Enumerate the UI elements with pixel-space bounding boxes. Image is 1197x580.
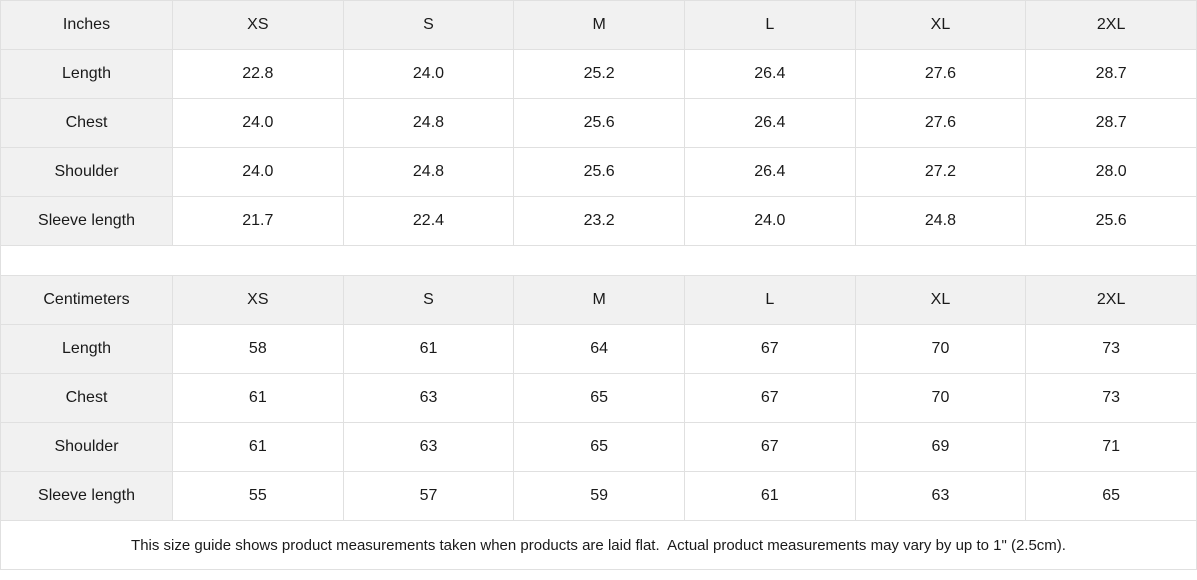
measurement-value: 63 xyxy=(342,422,515,472)
size-column-header: XS xyxy=(172,275,344,325)
header-row: Centimeters XS S M L XL 2XL xyxy=(0,275,1197,325)
measurement-value: 21.7 xyxy=(172,196,344,246)
measurement-value: 26.4 xyxy=(683,147,856,197)
measurement-value: 61 xyxy=(342,324,515,374)
measurement-row: Sleeve length 21.7 22.4 23.2 24.0 24.8 25.6 xyxy=(0,196,1197,246)
measurement-label: Length xyxy=(0,324,173,374)
measurement-value: 64 xyxy=(513,324,685,374)
measurement-label: Chest xyxy=(0,373,173,423)
size-column-header: XL xyxy=(854,0,1027,50)
size-column-header: S xyxy=(342,275,515,325)
measurement-value: 65 xyxy=(513,373,685,423)
measurement-value: 27.6 xyxy=(854,49,1027,99)
size-column-header: L xyxy=(683,0,856,50)
measurement-value: 55 xyxy=(172,471,344,521)
measurement-row: Chest 24.0 24.8 25.6 26.4 27.6 28.7 xyxy=(0,98,1197,148)
measurement-value: 25.6 xyxy=(1025,196,1197,246)
measurement-value: 65 xyxy=(513,422,685,472)
measurement-value: 73 xyxy=(1025,324,1197,374)
measurement-value: 61 xyxy=(172,422,344,472)
unit-label-header: Inches xyxy=(0,0,173,50)
measurement-value: 25.2 xyxy=(513,49,685,99)
measurement-value: 27.6 xyxy=(854,98,1027,148)
measurement-value: 69 xyxy=(854,422,1027,472)
measurement-row: Shoulder 61 63 65 67 69 71 xyxy=(0,422,1197,472)
size-column-header: L xyxy=(683,275,856,325)
measurement-label: Length xyxy=(0,49,173,99)
measurement-row: Shoulder 24.0 24.8 25.6 26.4 27.2 28.0 xyxy=(0,147,1197,197)
measurement-value: 26.4 xyxy=(683,98,856,148)
measurement-value: 63 xyxy=(854,471,1027,521)
inches-size-table: Inches XS S M L XL 2XL Length 22.8 24.0 25.2 26.4 27… xyxy=(0,0,1197,246)
measurement-label: Shoulder xyxy=(0,422,173,472)
measurement-value: 61 xyxy=(172,373,344,423)
size-column-header: M xyxy=(513,275,685,325)
measurement-value: 63 xyxy=(342,373,515,423)
measurement-value: 24.8 xyxy=(854,196,1027,246)
size-guide-disclaimer: This size guide shows product measuremen… xyxy=(0,521,1197,570)
size-column-header: S xyxy=(342,0,515,50)
measurement-row: Chest 61 63 65 67 70 73 xyxy=(0,373,1197,423)
measurement-value: 65 xyxy=(1025,471,1197,521)
measurement-value: 24.0 xyxy=(683,196,856,246)
measurement-label: Chest xyxy=(0,98,173,148)
measurement-value: 24.0 xyxy=(172,98,344,148)
measurement-value: 67 xyxy=(683,324,856,374)
measurement-value: 26.4 xyxy=(683,49,856,99)
measurement-row: Length 22.8 24.0 25.2 26.4 27.6 28.7 xyxy=(0,49,1197,99)
measurement-value: 24.0 xyxy=(342,49,515,99)
measurement-value: 58 xyxy=(172,324,344,374)
measurement-value: 71 xyxy=(1025,422,1197,472)
header-row: Inches XS S M L XL 2XL xyxy=(0,0,1197,50)
measurement-value: 24.0 xyxy=(172,147,344,197)
centimeters-size-table: Centimeters XS S M L XL 2XL Length 58 61 64 67 70 73 C… xyxy=(0,275,1197,521)
measurement-value: 28.7 xyxy=(1025,49,1197,99)
measurement-value: 22.8 xyxy=(172,49,344,99)
measurement-value: 25.6 xyxy=(513,147,685,197)
measurement-value: 61 xyxy=(683,471,856,521)
size-column-header: 2XL xyxy=(1025,275,1197,325)
measurement-value: 24.8 xyxy=(342,98,515,148)
measurement-value: 28.0 xyxy=(1025,147,1197,197)
measurement-row: Sleeve length 55 57 59 61 63 65 xyxy=(0,471,1197,521)
measurement-label: Shoulder xyxy=(0,147,173,197)
measurement-row: Length 58 61 64 67 70 73 xyxy=(0,324,1197,374)
table-spacer xyxy=(0,246,1197,275)
measurement-value: 22.4 xyxy=(342,196,515,246)
measurement-value: 23.2 xyxy=(513,196,685,246)
measurement-value: 67 xyxy=(683,373,856,423)
measurement-value: 70 xyxy=(854,373,1027,423)
measurement-value: 73 xyxy=(1025,373,1197,423)
size-column-header: XL xyxy=(854,275,1027,325)
measurement-value: 59 xyxy=(513,471,685,521)
measurement-value: 67 xyxy=(683,422,856,472)
measurement-label: Sleeve length xyxy=(0,196,173,246)
size-column-header: XS xyxy=(172,0,344,50)
measurement-value: 70 xyxy=(854,324,1027,374)
measurement-value: 25.6 xyxy=(513,98,685,148)
size-column-header: 2XL xyxy=(1025,0,1197,50)
measurement-label: Sleeve length xyxy=(0,471,173,521)
measurement-value: 24.8 xyxy=(342,147,515,197)
unit-label-header: Centimeters xyxy=(0,275,173,325)
measurement-value: 28.7 xyxy=(1025,98,1197,148)
size-column-header: M xyxy=(513,0,685,50)
measurement-value: 27.2 xyxy=(854,147,1027,197)
measurement-value: 57 xyxy=(342,471,515,521)
